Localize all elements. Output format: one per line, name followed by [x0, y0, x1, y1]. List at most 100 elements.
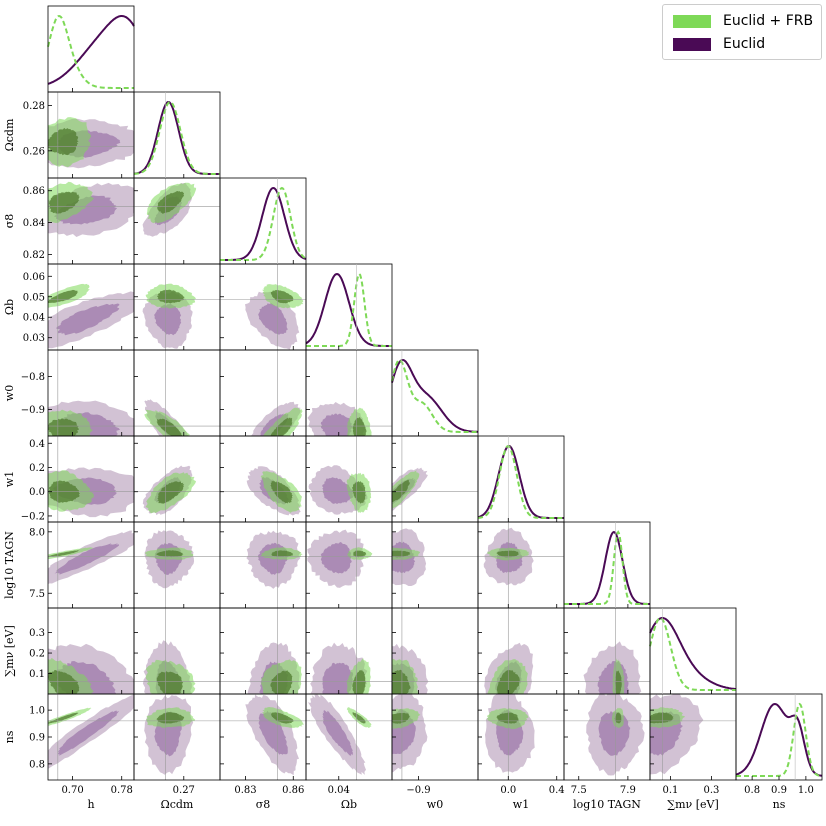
contour-1sigma-euclid-frb: [270, 289, 294, 304]
contour-group: [306, 694, 392, 780]
contour-1sigma-euclid-frb: [48, 550, 79, 557]
marginal-line-euclid-frb: [47, 14, 134, 89]
contour-group: [564, 608, 650, 694]
contour-group: [650, 694, 736, 780]
y-tick-label: 8.0: [29, 527, 45, 538]
panel-w_1-vs-Omega_b: [305, 435, 393, 523]
marginal-line-euclid-frb: [391, 358, 478, 433]
panel-n_s-vs-Omega_b: [305, 693, 393, 781]
contour-1sigma-euclid: [54, 543, 119, 575]
x-axis-label: log10 TAGN: [573, 798, 641, 811]
y-tick-label: 0.82: [23, 250, 45, 261]
y-tick-label: 0.06: [23, 272, 45, 283]
contour-1sigma-euclid-frb: [156, 671, 184, 694]
x-tick-label: 0.70: [61, 785, 83, 796]
y-tick-label: 0.2: [29, 649, 45, 660]
x-tick-label: 0.86: [282, 785, 304, 796]
panel-w_0-vs-sigma_8: [219, 349, 307, 437]
x-axis-label: w1: [513, 798, 529, 811]
contour-1sigma-euclid: [56, 303, 120, 336]
contour-group: [134, 350, 220, 436]
contour-1sigma-euclid-frb: [352, 481, 366, 504]
contour-1sigma-euclid-frb: [156, 418, 183, 436]
x-tick-label: 0.27: [173, 785, 195, 796]
contour-group: [220, 436, 306, 522]
x-tick-label: −0.9: [406, 785, 430, 796]
contour-group: [134, 522, 220, 608]
contour-group: [220, 608, 306, 694]
panel-sum_m_nu-vs-w_1: [477, 607, 565, 695]
marginal-line-euclid-frb: [306, 272, 392, 347]
contour-1sigma-euclid-frb: [157, 481, 185, 504]
x-tick-label: 0.3: [703, 785, 719, 796]
x-axis-label: σ8: [256, 798, 271, 811]
legend-swatch-purple: [673, 37, 711, 51]
marginal-line-euclid: [735, 702, 823, 777]
panel-Omega_b-vs-sigma_8: [219, 263, 307, 351]
contour-1sigma-euclid: [57, 710, 120, 756]
marginal-panel-log10_T_AGN: [563, 521, 651, 609]
contour-group: [134, 264, 220, 350]
contour-group: [48, 694, 134, 780]
marginal-line-euclid-frb: [220, 186, 307, 261]
panel-frame: [391, 349, 479, 437]
legend-entry-euclid: Euclid: [673, 33, 765, 55]
panel-log10_T_AGN-vs-Omega_b: [305, 521, 393, 609]
marginal-line-euclid: [220, 186, 307, 261]
contour-1sigma-euclid-frb: [48, 418, 79, 436]
marginal-line-euclid: [133, 100, 220, 175]
marginal-panel-w_1: [477, 435, 565, 523]
contour-group: [220, 350, 306, 436]
contour-group: [392, 694, 478, 780]
panel-sum_m_nu-vs-h: [47, 607, 135, 695]
x-tick-label: 0.9: [771, 785, 787, 796]
y-tick-label: 0.8: [29, 759, 45, 770]
y-axis-label: Ωcdm: [3, 118, 16, 151]
y-tick-label: −0.9: [21, 405, 45, 416]
contour-group: [306, 350, 392, 436]
panel-frame: [47, 5, 135, 93]
contour-group: [392, 522, 478, 608]
legend-label: Euclid: [723, 36, 766, 52]
contour-group: [134, 608, 220, 694]
contour-group: [392, 436, 478, 522]
marginal-line-euclid-frb: [736, 702, 822, 777]
x-tick-label: 7.9: [620, 785, 636, 796]
y-tick-label: 0.04: [23, 313, 45, 324]
y-tick-label: 0.28: [23, 101, 45, 112]
y-tick-label: 1.0: [29, 706, 45, 717]
panel-w_1-vs-Omega_cdm: [133, 435, 221, 523]
y-axis-label: w0: [3, 385, 16, 401]
y-axis-label: ns: [3, 730, 16, 743]
contour-1sigma-euclid: [258, 303, 288, 335]
y-tick-label: 0.26: [23, 146, 45, 157]
contour-group: [220, 694, 306, 780]
marginal-panel-Omega_cdm: [133, 91, 221, 179]
contour-group: [48, 178, 134, 264]
contour-1sigma-euclid-frb: [48, 712, 79, 724]
contour-group: [306, 522, 392, 608]
contour-1sigma-euclid-frb: [392, 550, 411, 558]
y-tick-label: 0.84: [23, 218, 45, 229]
y-axis-label: Ωb: [3, 299, 16, 315]
x-tick-label: 1.0: [798, 785, 814, 796]
contour-group: [48, 350, 134, 436]
contour-group: [478, 608, 564, 694]
marginal-panel-h: [47, 5, 135, 93]
panel-n_s-vs-w_0: [391, 693, 479, 781]
panel-log10_T_AGN-vs-w_1: [477, 521, 565, 609]
y-tick-label: 0.1: [29, 669, 45, 680]
panel-Omega_b-vs-h: [47, 263, 135, 351]
contour-group: [306, 436, 392, 522]
y-tick-label: 0.4: [29, 439, 45, 450]
y-axis-label: w1: [3, 471, 16, 487]
panel-log10_T_AGN-vs-w_0: [391, 521, 479, 609]
x-tick-label: 0.1: [663, 785, 679, 796]
contour-1sigma-euclid: [322, 477, 354, 504]
panel-log10_T_AGN-vs-Omega_cdm: [133, 521, 221, 609]
marginal-panel-sigma_8: [219, 177, 307, 265]
x-axis-label: ∑mν [eV]: [667, 798, 719, 811]
panel-frame: [219, 177, 307, 265]
panel-log10_T_AGN-vs-h: [47, 521, 135, 609]
panel-n_s-vs-h: [47, 693, 135, 781]
